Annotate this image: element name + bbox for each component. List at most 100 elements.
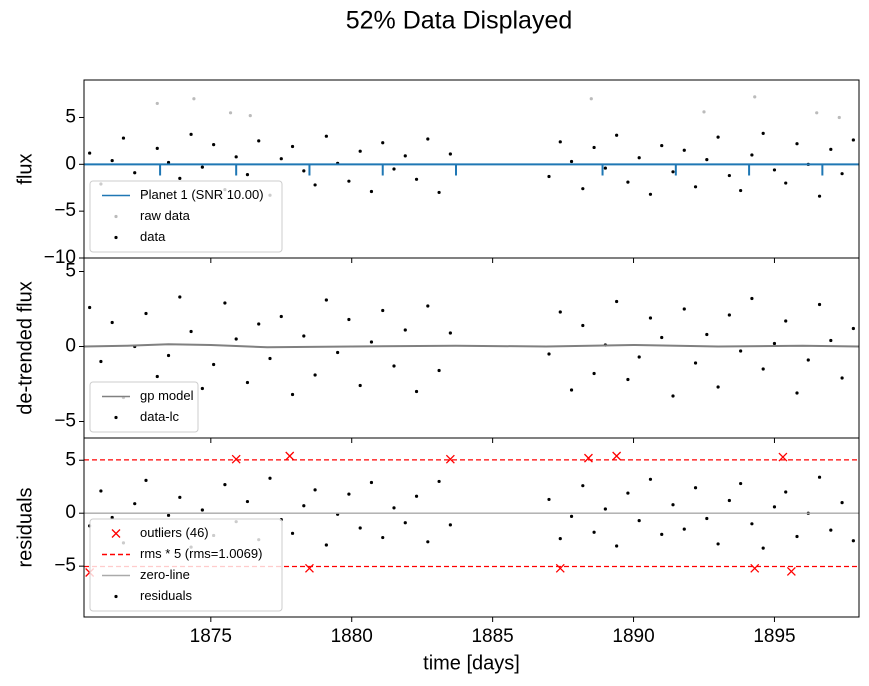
data-point: [682, 148, 686, 152]
data-point: [110, 320, 114, 325]
data-point: [166, 160, 171, 165]
data-point: [829, 528, 833, 532]
data-point: [702, 110, 706, 114]
data-point: [727, 498, 731, 503]
legend-label: gp model: [140, 388, 194, 403]
data-point: [784, 181, 788, 185]
outlier: [445, 454, 455, 464]
data-point: [727, 173, 731, 178]
data-point: [223, 301, 227, 305]
data-point: [88, 305, 92, 310]
data-point: [784, 319, 788, 323]
data-point: [324, 298, 328, 302]
data-point: [99, 489, 103, 493]
data-point: [279, 314, 283, 319]
data-point: [705, 516, 709, 521]
outlier: [786, 566, 796, 576]
y-axis-label: de-trended flux: [14, 281, 36, 414]
data-point: [381, 535, 385, 540]
data-point: [648, 192, 653, 196]
data-point: [660, 143, 664, 148]
data-point: [817, 475, 822, 479]
data-point: [403, 154, 407, 158]
data-point: [358, 149, 362, 153]
data-point: [648, 477, 653, 481]
data-point: [200, 386, 204, 391]
data-point: [615, 299, 619, 304]
data-point: [212, 362, 216, 367]
data-point: [637, 355, 641, 359]
data-point: [693, 185, 698, 189]
data-point: [581, 323, 585, 328]
y-tick-label: 5: [65, 261, 76, 282]
data-point: [806, 358, 810, 362]
data-point: [837, 115, 841, 120]
legend-label: rms * 5 (rms=1.0069): [140, 546, 262, 561]
data-point: [817, 194, 822, 198]
data-point: [727, 313, 731, 317]
y-tick-label: 5: [65, 106, 76, 127]
data-point: [178, 176, 182, 180]
y-tick-label: 0: [65, 502, 76, 523]
data-point: [705, 158, 709, 162]
data-point: [448, 523, 452, 527]
data-point: [403, 328, 407, 332]
data-point: [290, 531, 295, 535]
legend-marker: [114, 235, 118, 240]
x-tick-label: 1895: [753, 626, 795, 647]
data-point: [829, 338, 833, 343]
data-point: [336, 350, 340, 355]
data-point: [279, 157, 283, 161]
data-point: [200, 165, 204, 169]
data-point: [626, 180, 630, 184]
data-point: [347, 179, 351, 183]
x-axis-label: time [days]: [423, 652, 520, 674]
data-point: [815, 111, 819, 115]
y-tick-label: 0: [65, 336, 76, 357]
data-point: [592, 371, 596, 376]
data-point: [603, 507, 607, 511]
data-point: [851, 539, 855, 543]
data-point: [581, 484, 585, 488]
data-point: [426, 137, 430, 141]
data-point: [324, 134, 328, 138]
legend-label: residuals: [140, 588, 193, 603]
legend-label: data: [140, 229, 166, 244]
data-point: [200, 508, 204, 512]
data-point: [223, 483, 227, 487]
data-point: [313, 183, 317, 187]
data-point: [437, 368, 441, 373]
data-point: [615, 133, 619, 137]
data-point: [302, 504, 306, 508]
outlier: [750, 563, 760, 573]
data-point: [257, 322, 261, 326]
legend-label: data-lc: [140, 409, 180, 424]
legend-box: [89, 381, 199, 433]
data-point: [88, 151, 92, 155]
data-point: [268, 476, 272, 480]
data-point: [414, 177, 419, 181]
data-point: [234, 155, 238, 159]
data-point: [693, 361, 698, 365]
data-point: [603, 166, 607, 170]
legend-label: Planet 1 (SNR 10.00): [140, 187, 264, 202]
data-point: [829, 147, 833, 151]
x-tick-label: 1880: [331, 626, 373, 647]
data-point: [753, 95, 757, 99]
data-point: [99, 359, 103, 364]
outlier: [612, 451, 622, 461]
plot-area: [84, 295, 859, 400]
plot-area: [84, 95, 859, 198]
data-point: [155, 146, 159, 150]
data-point: [795, 391, 799, 395]
data-point: [671, 170, 675, 174]
data-point: [817, 302, 822, 307]
data-point: [448, 331, 452, 335]
data-point: [693, 486, 698, 490]
data-point: [268, 356, 272, 361]
data-point: [682, 307, 686, 311]
data-point: [840, 501, 844, 505]
data-point: [448, 152, 452, 156]
data-point: [739, 188, 743, 193]
data-point: [761, 546, 765, 550]
